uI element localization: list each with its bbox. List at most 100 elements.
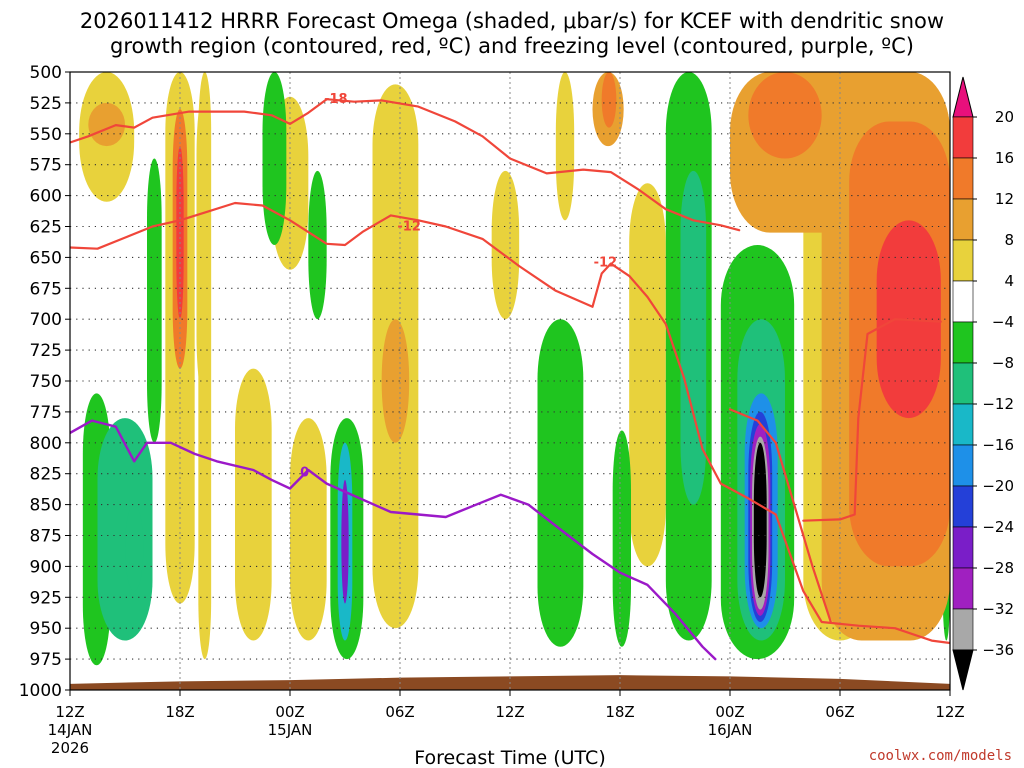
y-tick-label: 1000 — [19, 681, 62, 701]
colorbar-tick-label: −24 — [982, 518, 1014, 536]
y-tick-label: 975 — [30, 650, 62, 670]
omega-region — [290, 418, 327, 641]
omega-region — [680, 170, 707, 505]
contour-layer: -18 -12 -12 0 — [70, 92, 950, 661]
colorbar-tick-label: 4 — [1004, 272, 1014, 290]
colorbar-band — [952, 403, 974, 446]
dgz-contour-tail — [728, 408, 832, 624]
omega-region — [341, 479, 349, 604]
omega-region — [88, 102, 125, 147]
y-tick-label: 525 — [30, 94, 62, 114]
y-tick-label: 500 — [30, 63, 62, 83]
x-tick-label: 00Z — [275, 703, 304, 721]
y-tick-label: 750 — [30, 372, 62, 392]
y-tick-label: 925 — [30, 588, 62, 608]
x-tick-date: 14JAN — [48, 721, 93, 739]
y-tick-label: 875 — [30, 527, 62, 547]
y-tick-label: 650 — [30, 248, 62, 268]
dgz-contour-right — [802, 318, 942, 522]
colorbar-tick-label: −4 — [992, 313, 1014, 331]
colorbar-band — [952, 321, 974, 364]
y-tick-label: 575 — [30, 156, 62, 176]
y-tick-label: 850 — [30, 496, 62, 516]
colorbar-tick-label: −32 — [982, 600, 1014, 618]
colorbar-band — [952, 198, 974, 241]
dgz-contour-lower — [70, 201, 950, 645]
colorbar-band — [952, 239, 974, 282]
y-tick-label: 950 — [30, 619, 62, 639]
x-tick-year: 2026 — [51, 739, 89, 757]
omega-region — [555, 72, 575, 221]
colorbar: 20 16 12 8 4 −4 −8 −12 −16 −20 −24 −28 −32 −36 — [952, 76, 1014, 691]
y-tick-label: 825 — [30, 465, 62, 485]
omega-region — [629, 183, 666, 567]
x-tick-label: 12Z — [935, 703, 964, 721]
y-tick-label: 700 — [30, 310, 62, 330]
colorbar-band — [952, 485, 974, 528]
omega-region — [537, 319, 584, 647]
y-tick-label: 675 — [30, 279, 62, 299]
colorbar-tick-label: −36 — [982, 641, 1014, 659]
colorbar-tick-label: −28 — [982, 559, 1014, 577]
colorbar-band — [952, 526, 974, 569]
colorbar-tick-label: −20 — [982, 477, 1014, 495]
omega-region — [198, 72, 212, 660]
contour-label-freezing: 0 — [300, 465, 309, 480]
colorbar-tick-label: −12 — [982, 395, 1014, 413]
chart-title-line1: 2026011412 HRRR Forecast Omega (shaded, … — [80, 9, 944, 33]
credit-text: coolwx.com/models — [869, 748, 1012, 764]
colorbar-band — [952, 444, 974, 487]
colorbar-tick-label: 12 — [995, 190, 1014, 208]
x-tick-label: 06Z — [385, 703, 414, 721]
omega-region — [262, 72, 287, 246]
y-tick-label: 775 — [30, 403, 62, 423]
omega-region — [308, 170, 327, 320]
grid-lines — [70, 72, 950, 690]
x-tick-date: 15JAN — [268, 721, 313, 739]
colorbar-tick-label: −8 — [992, 354, 1014, 372]
omega-region — [97, 418, 153, 641]
colorbar-band — [952, 280, 974, 323]
y-tick-label: 625 — [30, 218, 62, 238]
colorbar-tick-label: 16 — [995, 149, 1014, 167]
omega-region — [753, 442, 767, 598]
dgz-contour-upper — [70, 98, 741, 232]
omega-region — [601, 72, 617, 128]
x-tick-label: 12Z — [55, 703, 84, 721]
x-tick-label: 00Z — [715, 703, 744, 721]
colorbar-band — [952, 362, 974, 405]
x-axis-label: Forecast Time (UTC) — [414, 747, 605, 768]
contour-label-dgz-top: -18 — [324, 92, 348, 107]
colorbar-band — [952, 157, 974, 200]
omega-region — [125, 504, 144, 592]
y-tick-label: 550 — [30, 125, 62, 145]
y-tick-label: 725 — [30, 341, 62, 361]
omega-region — [381, 319, 410, 443]
colorbar-band — [952, 608, 974, 651]
x-tick-label: 06Z — [825, 703, 854, 721]
colorbar-band — [952, 567, 974, 610]
chart-title-line2: growth region (contoured, red, ºC) and f… — [110, 34, 914, 58]
colorbar-band — [952, 116, 974, 159]
y-axis: 500 525 550 575 600 625 650 675 700 725 750 775 800 8… — [19, 63, 70, 701]
colorbar-bottom-arrow — [952, 649, 974, 691]
y-tick-label: 800 — [30, 434, 62, 454]
x-tick-label: 18Z — [165, 703, 194, 721]
contour-label-dgz-right: -12 — [594, 255, 618, 270]
y-tick-label: 600 — [30, 187, 62, 207]
freezing-level-contour — [70, 419, 717, 661]
x-tick-date: 16JAN — [708, 721, 753, 739]
y-tick-label: 900 — [30, 557, 62, 577]
contour-label-dgz-mid: -12 — [397, 220, 421, 235]
omega-region — [147, 158, 162, 443]
colorbar-tick-label: −16 — [982, 436, 1014, 454]
omega-region — [235, 368, 272, 641]
colorbar-tick-label: 8 — [1004, 231, 1014, 249]
x-tick-label: 18Z — [605, 703, 634, 721]
omega-region — [748, 72, 822, 159]
omega-region — [612, 430, 631, 647]
x-tick-label: 12Z — [495, 703, 524, 721]
colorbar-tick-label: 20 — [995, 108, 1014, 126]
